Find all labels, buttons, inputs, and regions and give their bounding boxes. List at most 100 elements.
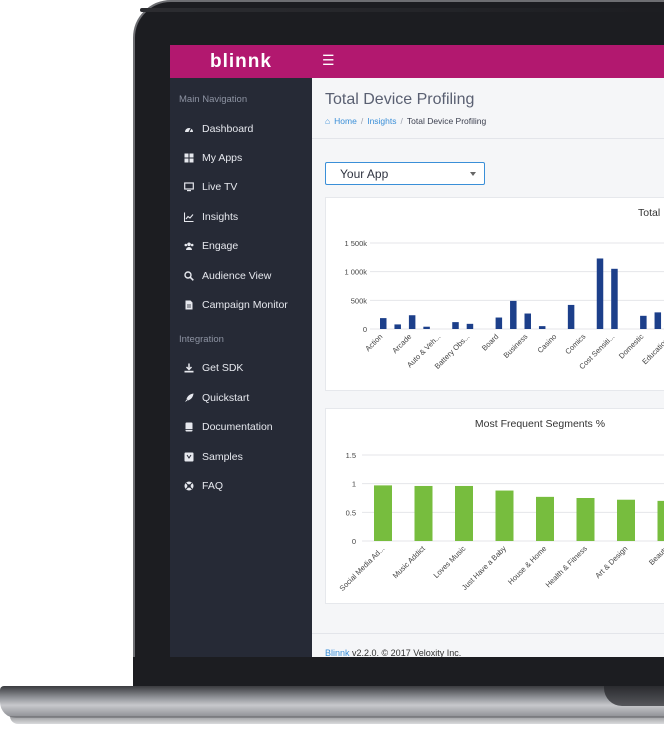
bar <box>380 318 387 329</box>
x-tick-label: Health & Fitness <box>544 544 589 589</box>
sidebar: Main Navigation Dashboard My Apps Live T… <box>170 78 312 657</box>
file-icon <box>184 300 194 310</box>
total-chart-card: Total 0 500k 1 000k 1 500k Action Arcade Auto &… <box>325 197 664 391</box>
sidebar-item-label: Get SDK <box>202 362 244 374</box>
sidebar-item-label: Campaign Monitor <box>202 299 288 311</box>
sidebar-item-label: Quickstart <box>202 392 250 404</box>
bar <box>596 258 604 329</box>
sidebar-item-audience-view[interactable]: Audience View <box>184 268 271 284</box>
bar <box>455 485 473 541</box>
chart-icon <box>184 212 194 222</box>
chart-title: Most Frequent Segments % <box>475 418 605 430</box>
bar <box>374 485 392 541</box>
box-icon <box>184 452 194 462</box>
home-icon[interactable]: ⌂ <box>325 116 331 126</box>
sidebar-item-live-tv[interactable]: Live TV <box>184 179 237 195</box>
laptop-bottom-bezel <box>133 657 664 687</box>
main-content: Total Device Profiling ⌂ Home / Insights… <box>312 78 664 657</box>
bar <box>567 304 575 329</box>
sidebar-item-faq[interactable]: FAQ <box>184 478 223 494</box>
y-tick-label: 500k <box>351 296 368 305</box>
x-tick-label: Board <box>480 332 501 353</box>
chart-title: Total <box>638 207 660 219</box>
bar <box>524 313 531 329</box>
bar <box>617 499 635 541</box>
laptop-base-edge <box>10 716 664 724</box>
sidebar-item-label: Documentation <box>202 421 273 433</box>
laptop-base <box>0 686 664 718</box>
monitor-icon <box>184 182 194 192</box>
sidebar-item-label: Audience View <box>202 270 272 282</box>
y-tick-label: 0 <box>363 325 367 334</box>
sidebar-item-my-apps[interactable]: My Apps <box>184 150 242 166</box>
y-tick-label: 0 <box>352 537 356 546</box>
breadcrumb-insights[interactable]: Insights <box>367 116 397 126</box>
footer-brand-link[interactable]: Blinnk <box>325 648 350 657</box>
sidebar-item-dashboard[interactable]: Dashboard <box>184 121 253 137</box>
y-tick-label: 1 000k <box>344 268 367 277</box>
hamburger-icon[interactable]: ☰ <box>322 52 335 68</box>
y-tick-label: 1.5 <box>346 451 356 460</box>
x-tick-label: Beauty <box>647 544 664 567</box>
download-icon <box>184 363 194 373</box>
search-icon <box>184 271 194 281</box>
bezel-highlight <box>140 8 664 12</box>
x-tick-label: House & Home <box>506 544 548 586</box>
bar <box>423 326 430 329</box>
brand-logo[interactable]: blinnk <box>210 50 272 72</box>
sidebar-item-label: Dashboard <box>202 123 254 135</box>
bar <box>452 322 459 329</box>
sidebar-item-documentation[interactable]: Documentation <box>184 419 273 435</box>
footer-text: v2.2.0. © 2017 Veloxity Inc. <box>352 648 462 657</box>
sidebar-item-quickstart[interactable]: Quickstart <box>184 390 249 406</box>
sidebar-item-label: Engage <box>202 240 239 252</box>
sidebar-item-label: My Apps <box>202 152 243 164</box>
chevron-down-icon <box>470 172 476 176</box>
sidebar-item-campaign-monitor[interactable]: Campaign Monitor <box>184 297 288 313</box>
bar <box>510 300 517 329</box>
sidebar-item-get-sdk[interactable]: Get SDK <box>184 360 243 376</box>
sidebar-item-insights[interactable]: Insights <box>184 209 238 225</box>
x-tick-label: Action <box>363 332 384 353</box>
bar <box>394 324 401 329</box>
bar <box>640 315 647 329</box>
app-select-value: Your App <box>340 166 389 181</box>
x-tick-label: Casino <box>536 332 559 355</box>
bar <box>495 317 503 329</box>
app-screen: blinnk ☰ Main Navigation Dashboard My Ap… <box>170 45 664 657</box>
footer: Blinnk v2.2.0. © 2017 Veloxity Inc. <box>325 648 461 657</box>
sidebar-item-label: Insights <box>202 211 239 223</box>
bar <box>466 323 474 329</box>
sidebar-item-label: Samples <box>202 451 243 463</box>
x-tick-label: Arcade <box>390 332 413 355</box>
bar <box>408 315 416 329</box>
users-icon <box>184 241 194 251</box>
dashboard-icon <box>184 124 194 134</box>
sidebar-item-samples[interactable]: Samples <box>184 449 243 465</box>
book-icon <box>184 422 194 432</box>
y-tick-label: 1 <box>352 480 356 489</box>
bar <box>414 485 433 541</box>
breadcrumb-home[interactable]: Home <box>334 116 357 126</box>
x-tick-label: Music Addict <box>391 543 428 580</box>
app-select[interactable]: Your App <box>325 162 485 185</box>
sidebar-item-engage[interactable]: Engage <box>184 238 238 254</box>
top-bar: blinnk ☰ <box>170 45 664 78</box>
breadcrumb-separator: / <box>360 116 364 126</box>
title-divider <box>312 138 664 139</box>
bar <box>654 312 662 329</box>
bar <box>576 498 595 541</box>
bar <box>495 490 514 541</box>
x-tick-label: Art & Design <box>593 544 629 580</box>
y-tick-label: 1 500k <box>344 239 367 248</box>
breadcrumb-current: Total Device Profiling <box>406 116 487 126</box>
segments-chart: Most Frequent Segments % 0 0.5 1 1.5 Social M… <box>338 418 664 593</box>
sidebar-item-label: Live TV <box>202 181 238 193</box>
footer-divider <box>312 633 664 634</box>
bar <box>611 268 618 329</box>
bar <box>536 496 554 541</box>
x-tick-label: Comics <box>563 332 587 356</box>
x-tick-label: Social Media Ad... <box>338 544 387 593</box>
sidebar-item-label: FAQ <box>202 480 224 492</box>
